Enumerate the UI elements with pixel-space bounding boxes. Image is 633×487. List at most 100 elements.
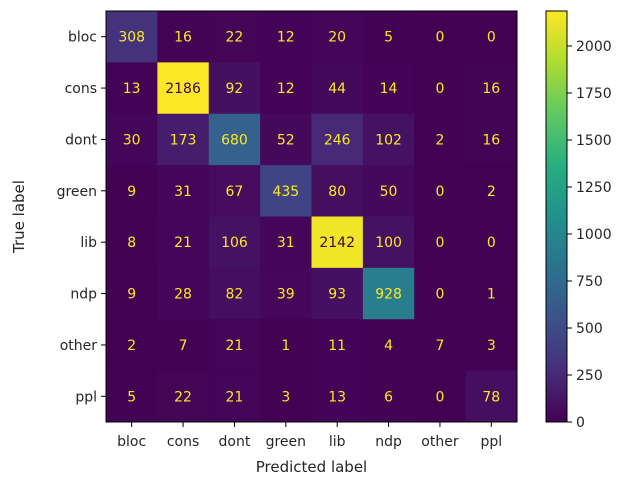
y-tick-label: lib <box>80 235 97 251</box>
heatmap-cell <box>208 267 261 320</box>
cell-value-label: 7 <box>435 338 444 354</box>
cell-value-label: 16 <box>482 81 500 97</box>
cell-value-label: 31 <box>174 184 192 200</box>
y-axis-label: True label <box>10 180 28 254</box>
cell-value-label: 22 <box>174 389 192 405</box>
cell-value-label: 13 <box>123 81 141 97</box>
heatmap-cell <box>311 267 364 320</box>
x-tick-label: ppl <box>480 434 502 450</box>
colorbar-tick-label: 1000 <box>576 227 612 243</box>
cell-value-label: 30 <box>123 132 141 148</box>
cell-value-label: 6 <box>384 389 393 405</box>
heatmap-cell <box>208 11 261 63</box>
cell-value-label: 0 <box>435 184 444 200</box>
cell-value-label: 102 <box>375 132 402 148</box>
heatmap-cell <box>260 11 312 63</box>
heatmap-cell <box>362 216 415 269</box>
cell-value-label: 39 <box>277 287 295 303</box>
y-tick-label: dont <box>65 132 97 148</box>
heatmap-cell <box>260 216 312 269</box>
heatmap-cell <box>465 370 518 423</box>
heatmap-cell <box>311 165 364 217</box>
y-tick-label: bloc <box>68 30 97 46</box>
y-tick-label: ndp <box>70 287 97 303</box>
x-tick-label: green <box>266 434 306 450</box>
cell-value-label: 14 <box>380 81 398 97</box>
heatmap-cell <box>157 11 210 63</box>
y-tick-label: green <box>57 184 97 200</box>
cell-value-label: 22 <box>226 30 244 46</box>
heatmap-cell <box>414 165 467 217</box>
colorbar-tick-label: 750 <box>576 274 603 290</box>
heatmap-cell <box>260 113 312 166</box>
heatmap-cell <box>465 267 518 320</box>
cell-value-label: 3 <box>281 389 290 405</box>
cell-value-label: 21 <box>226 338 244 354</box>
cell-value-label: 5 <box>127 389 136 405</box>
cell-value-label: 50 <box>380 184 398 200</box>
heatmap-cell <box>106 113 158 166</box>
heatmap-cell <box>414 267 467 320</box>
heatmap-cell <box>465 62 518 115</box>
cell-value-label: 0 <box>435 287 444 303</box>
heatmap-cell <box>157 319 210 372</box>
colorbar-tick-label: 250 <box>576 368 603 384</box>
cell-value-label: 16 <box>174 30 192 46</box>
heatmap-cell <box>260 319 312 372</box>
cell-value-label: 2 <box>435 132 444 148</box>
heatmap-cell <box>414 113 467 166</box>
cell-value-label: 2 <box>487 184 496 200</box>
heatmap-cell <box>106 165 158 217</box>
x-tick-label: other <box>421 434 459 450</box>
cell-value-label: 0 <box>435 81 444 97</box>
heatmap-cell <box>362 113 415 166</box>
heatmap-cell <box>208 319 261 372</box>
heatmap-cell <box>208 370 261 423</box>
x-tick-label: lib <box>329 434 346 450</box>
cell-value-label: 106 <box>221 235 248 251</box>
cell-value-label: 0 <box>435 235 444 251</box>
heatmap-cell <box>106 62 158 115</box>
heatmap-cell <box>157 267 210 320</box>
heatmap-cell <box>157 62 210 115</box>
x-tick-label: bloc <box>117 434 146 450</box>
cell-value-label: 0 <box>487 235 496 251</box>
heatmap-cell <box>260 62 312 115</box>
cell-value-label: 12 <box>277 30 295 46</box>
colorbar-tick-label: 0 <box>576 415 585 431</box>
colorbar-tick-label: 2000 <box>576 39 612 55</box>
cell-value-label: 5 <box>384 30 393 46</box>
cell-value-label: 680 <box>221 132 248 148</box>
heatmap-cell <box>362 319 415 372</box>
cell-value-label: 52 <box>277 132 295 148</box>
y-axis-ticks: bloc cons dont green lib ndp other ppl <box>57 30 106 405</box>
cell-value-label: 0 <box>435 30 444 46</box>
heatmap-cell <box>106 267 158 320</box>
heatmap-cell <box>414 62 467 115</box>
cell-value-label: 1 <box>487 287 496 303</box>
heatmap-cell <box>157 216 210 269</box>
heatmap-cell <box>362 267 415 320</box>
cell-value-label: 7 <box>179 338 188 354</box>
heatmap-cell <box>362 370 415 423</box>
heatmap-cell <box>311 216 364 269</box>
cell-value-label: 0 <box>435 389 444 405</box>
x-tick-label: cons <box>167 434 199 450</box>
heatmap-cell <box>465 319 518 372</box>
heatmap-cell <box>414 11 467 63</box>
heatmap-cell <box>362 165 415 217</box>
cell-value-label: 31 <box>277 235 295 251</box>
heatmap-cell <box>311 113 364 166</box>
cell-value-label: 308 <box>118 30 145 46</box>
heatmap-cell <box>414 216 467 269</box>
cell-value-label: 435 <box>272 184 299 200</box>
cell-value-label: 2 <box>127 338 136 354</box>
cell-value-label: 16 <box>482 132 500 148</box>
heatmap-cell <box>414 319 467 372</box>
heatmap-cell <box>311 370 364 423</box>
plot-frame <box>105 10 518 423</box>
cell-value-label: 9 <box>127 184 136 200</box>
colorbar <box>545 10 568 423</box>
heatmap-cell <box>157 113 210 166</box>
